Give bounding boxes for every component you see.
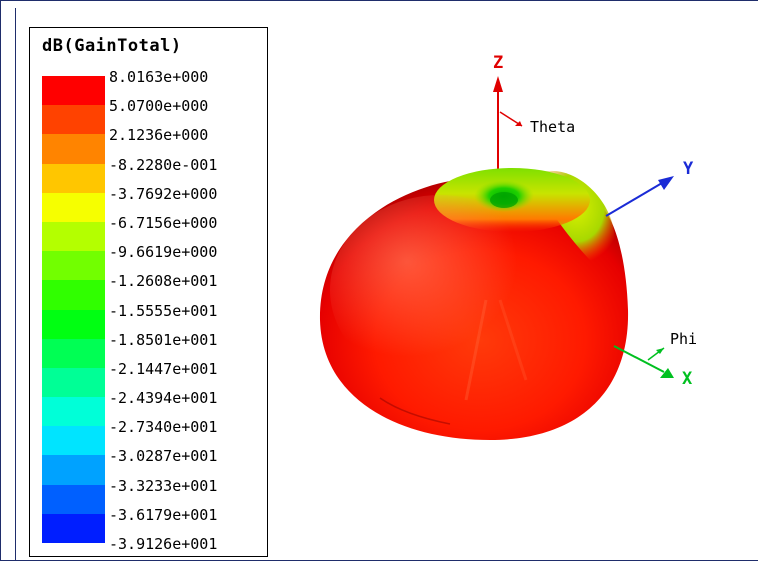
legend-swatch — [42, 164, 105, 193]
legend-value-label: -3.9126e+001 — [109, 530, 217, 559]
legend-value-label: 2.1236e+000 — [109, 121, 217, 150]
legend-swatch — [42, 134, 105, 163]
legend-value-label: -3.6179e+001 — [109, 501, 217, 530]
pattern-dimple-core — [490, 192, 518, 208]
legend-swatch — [42, 397, 105, 426]
radiation-pattern-view: Z Theta Y X Phi — [290, 0, 750, 561]
legend-swatch — [42, 455, 105, 484]
legend-value-label: -2.1447e+001 — [109, 355, 217, 384]
legend-value-label: 5.0700e+000 — [109, 92, 217, 121]
y-axis-arrowhead — [658, 176, 674, 190]
legend-label-column: 8.0163e+000 5.0700e+000 2.1236e+000 -8.2280… — [109, 63, 217, 559]
legend-swatch — [42, 76, 105, 105]
legend-swatch — [42, 426, 105, 455]
legend-value-label: -3.7692e+000 — [109, 180, 217, 209]
legend-swatch — [42, 193, 105, 222]
y-axis-label: Y — [683, 159, 694, 179]
x-axis-arrowhead — [660, 368, 674, 378]
legend-value-label: -3.3233e+001 — [109, 472, 217, 501]
legend-value-label: -8.2280e-001 — [109, 151, 217, 180]
legend-value-label: -9.6619e+000 — [109, 238, 217, 267]
y-axis-line — [606, 183, 662, 216]
legend-swatch — [42, 280, 105, 309]
color-legend: dB(GainTotal) 8.0163e+000 5.0700e+000 2.12… — [29, 27, 268, 557]
x-axis-label: X — [682, 369, 693, 389]
legend-value-label: -1.8501e+001 — [109, 326, 217, 355]
viewport-left-rule — [15, 8, 16, 561]
legend-swatch — [42, 222, 105, 251]
theta-label: Theta — [530, 118, 575, 136]
legend-swatch — [42, 368, 105, 397]
legend-swatch — [42, 485, 105, 514]
legend-value-label: -6.7156e+000 — [109, 209, 217, 238]
legend-swatch — [42, 339, 105, 368]
phi-label: Phi — [670, 330, 697, 348]
legend-value-label: -3.0287e+001 — [109, 442, 217, 471]
legend-value-label: -1.5555e+001 — [109, 297, 217, 326]
legend-swatch — [42, 251, 105, 280]
legend-value-label: -2.7340e+001 — [109, 413, 217, 442]
z-axis-arrowhead — [493, 76, 503, 92]
legend-value-label: -1.2608e+001 — [109, 267, 217, 296]
legend-title: dB(GainTotal) — [42, 36, 182, 56]
legend-swatch — [42, 514, 105, 543]
legend-swatch — [42, 105, 105, 134]
legend-value-label: 8.0163e+000 — [109, 63, 217, 92]
legend-swatch-column — [42, 76, 105, 543]
legend-swatch — [42, 310, 105, 339]
z-axis-label: Z — [493, 53, 503, 73]
legend-value-label: -2.4394e+001 — [109, 384, 217, 413]
